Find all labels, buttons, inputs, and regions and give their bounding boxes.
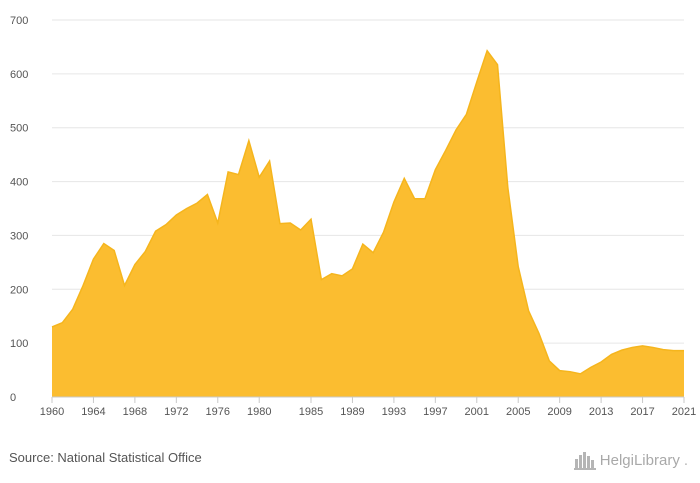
y-tick-label: 100	[10, 338, 28, 350]
y-axis-labels: 0 100 200 300 400 500 600 700	[10, 15, 28, 404]
x-tick-label: 1989	[340, 406, 364, 418]
y-tick-label: 0	[10, 392, 16, 404]
brand-name: HelgiLibrary	[599, 451, 680, 469]
x-tick-label: 1997	[423, 406, 447, 418]
x-tick-label: 1960	[40, 406, 64, 418]
x-axis	[51, 396, 685, 403]
area-series	[51, 49, 684, 397]
y-tick-label: 400	[10, 177, 28, 189]
cityscape-logo-icon	[573, 452, 596, 470]
x-tick-label: 2009	[547, 406, 571, 418]
x-tick-label: 1964	[81, 406, 105, 418]
x-tick-label: 2017	[630, 406, 654, 418]
y-tick-label: 700	[10, 15, 28, 27]
x-tick-label: 2005	[506, 406, 530, 418]
y-tick-label: 500	[10, 123, 28, 135]
x-tick-label: 1968	[123, 406, 147, 418]
x-tick-label: 1976	[206, 406, 230, 418]
y-tick-label: 600	[10, 69, 28, 81]
series-line	[51, 49, 684, 375]
source-note: Source: National Statistical Office	[9, 450, 202, 465]
x-tick-label: 1972	[164, 406, 188, 418]
y-tick-label: 200	[10, 284, 28, 296]
area-fill	[52, 50, 684, 397]
x-tick-label: 2013	[589, 406, 613, 418]
x-axis-labels: 1960 1964 1968 1972 1976 1980 1985 1989 1993 1997…	[40, 406, 696, 418]
y-tick-label: 300	[10, 230, 28, 242]
brand-dot: .	[683, 451, 688, 469]
x-tick-label: 1980	[247, 406, 271, 418]
brand-logo: HelgiLibrary.	[573, 449, 688, 471]
x-tick-label: 2001	[465, 406, 489, 418]
x-tick-label: 1985	[299, 406, 323, 418]
x-tick-label: 2021	[672, 406, 696, 418]
x-tick-label: 1993	[382, 406, 406, 418]
